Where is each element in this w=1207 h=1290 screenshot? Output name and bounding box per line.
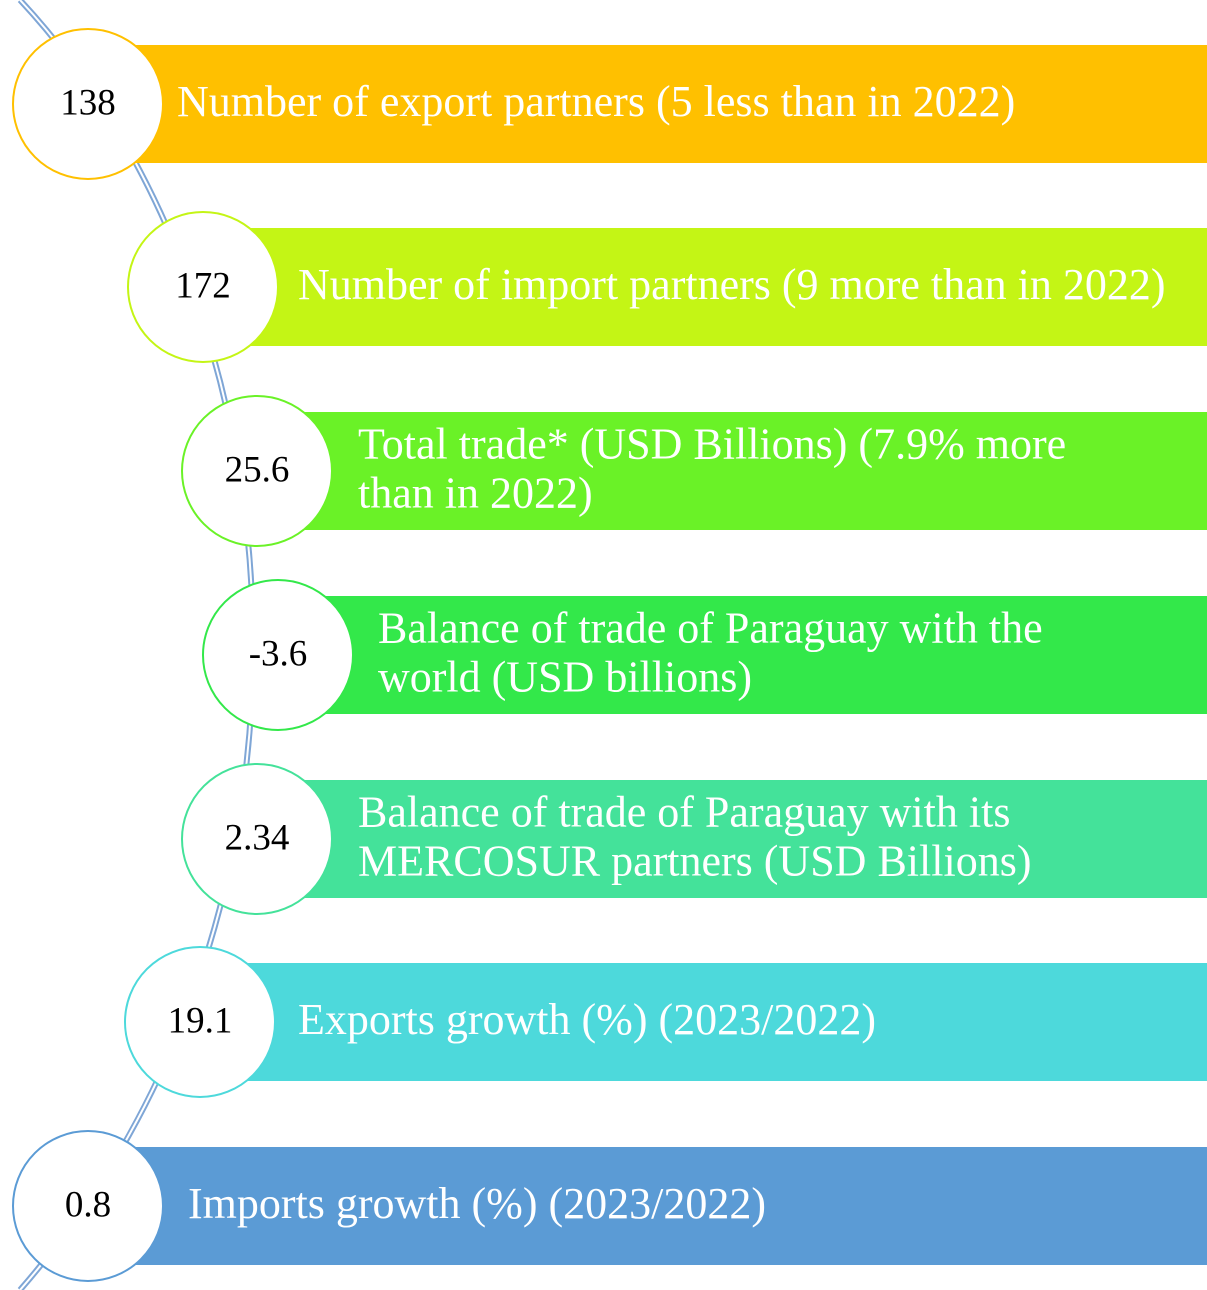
label: Imports growth (%) (2023/2022) <box>188 1179 766 1228</box>
label: Exports growth (%) (2023/2022) <box>298 995 876 1044</box>
label: Number of import partners (9 more than i… <box>298 260 1166 309</box>
bar <box>278 596 1207 714</box>
badge <box>12 1130 164 1282</box>
label: Balance of trade of Paraguay with the <box>378 604 1043 653</box>
badge <box>181 763 333 915</box>
bar <box>88 45 1207 163</box>
badge <box>12 28 164 180</box>
badge <box>127 211 279 363</box>
bar <box>203 228 1207 346</box>
label: MERCOSUR partners (USD Billions) <box>358 837 1031 886</box>
label: than in 2022) <box>358 469 593 518</box>
label: world (USD billions) <box>378 653 752 702</box>
badge <box>124 946 276 1098</box>
badge <box>181 395 333 547</box>
label: Number of export partners (5 less than i… <box>177 77 1015 126</box>
value: 138 <box>60 82 116 123</box>
value: 0.8 <box>65 1184 111 1225</box>
value: 2.34 <box>225 817 290 858</box>
value: 25.6 <box>225 449 290 490</box>
bar <box>257 780 1207 898</box>
badge <box>202 579 354 731</box>
bar <box>200 963 1207 1081</box>
value: -3.6 <box>249 633 308 674</box>
value: 172 <box>175 265 231 306</box>
label: Total trade* (USD Billions) (7.9% more <box>358 420 1066 469</box>
label: Balance of trade of Paraguay with its <box>358 788 1010 837</box>
value: 19.1 <box>168 1000 233 1041</box>
bar <box>88 1147 1207 1265</box>
bar <box>257 412 1207 530</box>
